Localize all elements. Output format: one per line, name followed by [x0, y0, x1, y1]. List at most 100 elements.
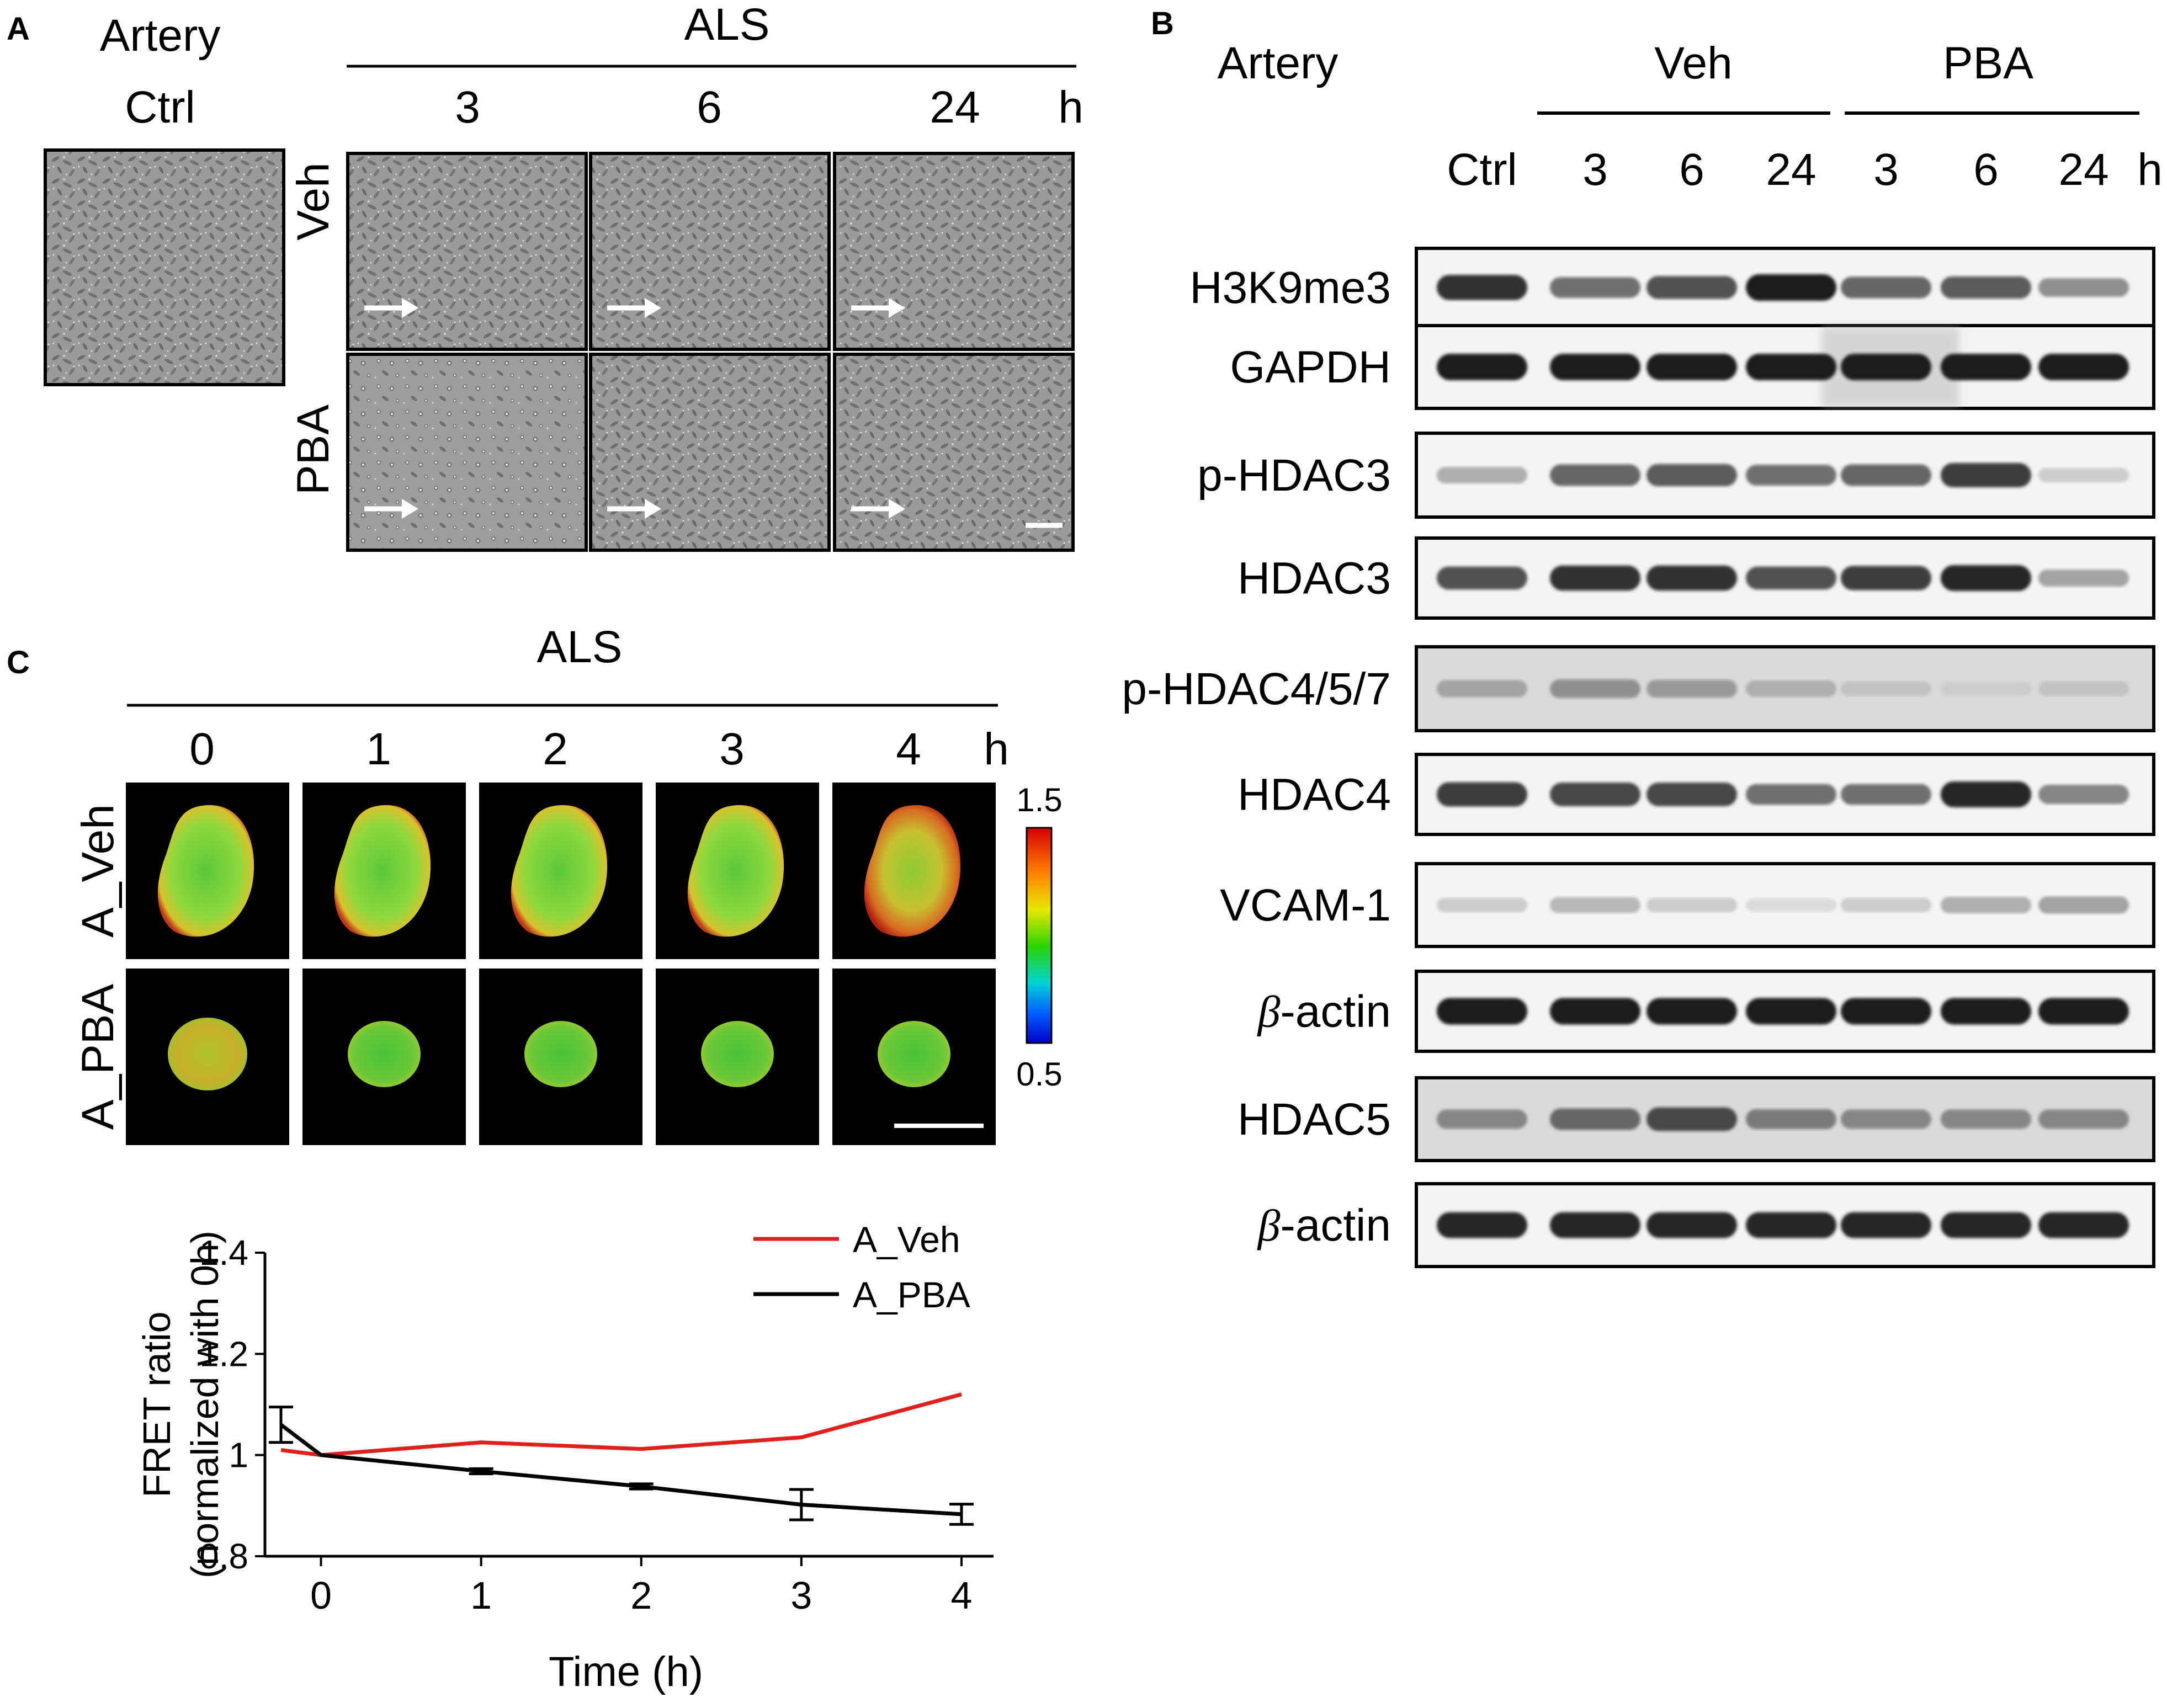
- panel-c-row-label: A_PBA: [73, 984, 123, 1130]
- panel-a-time-label: 24: [930, 82, 980, 132]
- blot-label: p-HDAC4/5/7: [1122, 664, 1391, 714]
- colorbar: [1026, 827, 1053, 1044]
- band: [1746, 784, 1836, 805]
- y-tick-label: 0.8: [199, 1536, 248, 1576]
- arrow-head-icon: [889, 499, 905, 519]
- lane-label: 3: [1873, 145, 1899, 195]
- panel-a-treatment-label: ALS: [684, 0, 770, 50]
- band: [1746, 274, 1836, 301]
- band: [1647, 1107, 1737, 1131]
- band: [1437, 275, 1527, 300]
- blot-label: HDAC3: [1237, 554, 1391, 604]
- arrow-head-icon: [402, 499, 418, 519]
- error-bar: [269, 1406, 294, 1444]
- series-line-A_Veh: [280, 1392, 962, 1457]
- band: [1841, 681, 1931, 696]
- blot-label: HDAC5: [1237, 1094, 1391, 1145]
- micrograph-pba-3h: [346, 353, 588, 552]
- y-tick-label: 1: [229, 1435, 248, 1475]
- error-bar: [949, 1503, 974, 1526]
- nucleus: [878, 1021, 950, 1087]
- micrograph-veh-24h: [833, 152, 1075, 351]
- band: [1841, 898, 1931, 912]
- lane-label: 6: [1679, 145, 1704, 195]
- band: [1647, 898, 1737, 912]
- blot-label: GAPDH: [1230, 342, 1391, 392]
- band: [2038, 896, 2129, 914]
- panel-c-unit-label: h: [984, 724, 1009, 774]
- y-axis-label: FRET ratio: [135, 1311, 178, 1497]
- x-tick-label: 3: [790, 1574, 812, 1617]
- panel-b-artery-label: Artery: [1218, 38, 1339, 88]
- band: [1437, 566, 1527, 590]
- blot-label: β-actin: [1257, 1200, 1391, 1251]
- band: [2038, 998, 2129, 1025]
- band: [1647, 1212, 1737, 1238]
- band: [1941, 565, 2031, 591]
- band: [1941, 781, 2031, 807]
- micrograph-veh-6h: [589, 152, 831, 351]
- band: [1941, 1109, 2031, 1129]
- y-axis-label-2: (normalized with 0h): [183, 1231, 226, 1578]
- band: [1647, 276, 1737, 299]
- blot-label: HDAC4: [1237, 770, 1391, 820]
- colorbar-min-label: 0.5: [1016, 1056, 1062, 1093]
- y-tick-label: 1.4: [199, 1233, 248, 1273]
- nucleus: [864, 805, 961, 937]
- panel-a-ctrl-label: Ctrl: [125, 82, 195, 132]
- band: [2038, 468, 2129, 482]
- nucleus: [511, 805, 608, 937]
- fret-image-veh: [126, 783, 289, 959]
- arrow-head-icon: [645, 298, 661, 318]
- fret-image-veh: [832, 783, 996, 959]
- band: [1841, 998, 1931, 1025]
- band: [1437, 1109, 1527, 1129]
- blot-1: H3K9me3: [1189, 247, 2155, 328]
- band: [1550, 1212, 1640, 1238]
- band: [1746, 680, 1836, 697]
- band: [1550, 565, 1640, 591]
- panel-c-time-label: 1: [366, 724, 391, 774]
- lane-label: Ctrl: [1447, 145, 1517, 195]
- fret-image-veh: [656, 783, 819, 959]
- ctrl-micrograph: [44, 148, 285, 386]
- x-tick-label: 4: [951, 1574, 973, 1617]
- band: [1437, 1212, 1527, 1238]
- band: [1941, 1212, 2031, 1238]
- band: [1437, 467, 1527, 483]
- beta-symbol: β: [1257, 1200, 1281, 1251]
- beta-symbol: β: [1257, 987, 1281, 1037]
- band: [1550, 1108, 1640, 1130]
- fret-image-veh: [479, 783, 642, 959]
- panel-b-unit-label: h: [2137, 145, 2163, 195]
- x-axis-label: Time (h): [549, 1648, 703, 1695]
- fret-image-pba: [126, 969, 289, 1145]
- band: [1437, 354, 1527, 380]
- band: [1437, 782, 1527, 807]
- band: [1437, 898, 1527, 912]
- band: [1746, 354, 1836, 380]
- panel-a-artery-label: Artery: [100, 10, 221, 61]
- band: [1746, 566, 1836, 590]
- band: [1941, 682, 2031, 696]
- blot-3: p-HDAC3: [1197, 432, 2155, 519]
- fret-image-pba: [302, 969, 466, 1145]
- arrow-head-icon: [889, 298, 905, 318]
- band: [1647, 679, 1737, 698]
- band: [1841, 784, 1931, 805]
- band: [1647, 998, 1737, 1025]
- panel-c-time-label: 4: [896, 724, 921, 774]
- panel-c-letter: C: [7, 645, 30, 680]
- error-bar: [629, 1482, 654, 1491]
- panel-c-treatment-label: ALS: [537, 622, 623, 672]
- band: [1647, 354, 1737, 380]
- band: [1746, 898, 1836, 912]
- series-line-A_PBA: [279, 1423, 962, 1517]
- panel-a-unit-label: h: [1058, 82, 1084, 132]
- x-tick-label: 0: [310, 1574, 332, 1617]
- band: [1841, 464, 1931, 486]
- blot-label: p-HDAC3: [1197, 450, 1391, 501]
- blot-label-text: -actin: [1280, 1200, 1391, 1251]
- panel-b-group-label: Veh: [1654, 38, 1732, 88]
- blot-label-text: -actin: [1280, 987, 1391, 1037]
